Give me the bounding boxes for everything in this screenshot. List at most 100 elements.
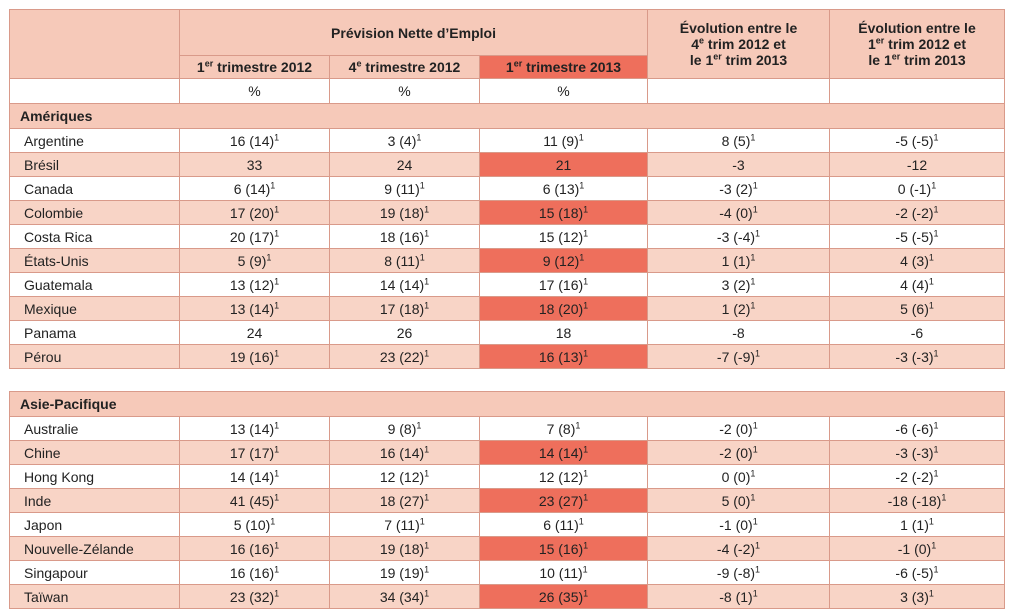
country-name: Pérou [9,344,180,369]
country-name: Canada [9,176,180,201]
footnote-marker: 1 [752,443,758,454]
footnote-marker: 1 [424,347,430,358]
footnote-marker: 1 [931,539,937,550]
cell-value: 6 (13) [542,180,580,197]
change-q4-2012-q1-2013: 1 (1)1 [647,248,830,273]
evo1-line3sup: er [713,51,722,62]
evo1-line1: Évolution entre le [679,20,798,36]
value-q1-2012: 24 [179,320,330,345]
change-q4-2012-q1-2013: -1 (0)1 [647,512,830,537]
cell-value: -6 (-6) [895,420,934,437]
footnote-marker: 1 [755,539,761,550]
cell-value: -5 (-5) [895,132,934,149]
footnote-marker: 1 [750,131,756,142]
country-name: Brésil [9,152,180,177]
evo1-line2b: trim 2012 et [704,36,786,52]
cell-value: 16 (16) [229,564,275,581]
value-q4-2012: 14 (14)1 [329,272,480,297]
value-q1-2013: 12 (12)1 [479,464,648,489]
change-q1-2012-q1-2013: -3 (-3)1 [829,344,1005,369]
change-q4-2012-q1-2013: -3 (2)1 [647,176,830,201]
section-header-row: Amériques [9,103,1005,129]
footnote-marker: 1 [750,491,756,502]
cell-value: 23 (22) [379,348,425,365]
value-q1-2012: 20 (17)1 [179,224,330,249]
value-q4-2012: 18 (16)1 [329,224,480,249]
cell-value: -3 (2) [719,180,753,197]
cell-value: 18 (20) [538,300,584,317]
country-name: Colombie [9,200,180,225]
value-q4-2012: 19 (18)1 [329,200,480,225]
cell-value: 5 (0) [721,492,751,509]
cell-value: 1 (2) [721,300,751,317]
footnote-marker: 1 [583,227,589,238]
cell-value: -5 (-5) [895,228,934,245]
footnote-marker: 1 [270,515,276,526]
country-name: Mexique [9,296,180,321]
evo2-line2a: 1 [867,36,876,52]
cell-value: 9 (11) [384,180,420,197]
change-q4-2012-q1-2013: -2 (0)1 [647,416,830,441]
value-q4-2012: 26 [329,320,480,345]
change-q1-2012-q1-2013: 3 (3)1 [829,584,1005,609]
value-q1-2012: 13 (12)1 [179,272,330,297]
cell-value: 13 (14) [229,300,275,317]
evo1-header: Évolution entre le 4e trim 2012 et le 1e… [647,9,830,79]
cell-value: 17 (18) [379,300,425,317]
table-row: Hong Kong 14 (14)1 12 (12)1 12 (12)1 0 (0)1-… [9,464,1005,489]
footnote-marker: 1 [755,347,761,358]
change-q4-2012-q1-2013: -2 (0)1 [647,440,830,465]
footnote-marker: 1 [752,419,758,430]
footnote-marker: 1 [755,563,761,574]
footnote-marker: 1 [752,515,758,526]
footnote-marker: 1 [274,563,280,574]
change-q1-2012-q1-2013: -6 (-5)1 [829,560,1005,585]
cell-value: 14 (14) [379,276,425,293]
cell-value: 3 (3) [900,588,929,605]
evo2-header: Évolution entre le 1er trim 2012 et le 1… [829,9,1005,79]
footnote-marker: 1 [578,515,584,526]
footnote-marker: 1 [933,227,939,238]
table-row: Nouvelle-Zélande 16 (16)1 19 (18)1 15 (16)1… [9,536,1005,561]
footnote-marker: 1 [583,587,589,598]
value-q1-2013: 7 (8)1 [479,416,648,441]
cell-value: -4 (0) [719,204,753,221]
value-q1-2012: 13 (14)1 [179,296,330,321]
unit-q1-2012: % [179,78,330,104]
cell-value: 6 (11) [543,516,579,533]
value-q4-2012: 9 (8)1 [329,416,480,441]
footnote-marker: 1 [424,299,430,310]
header-q1-2012: 1er trimestre 2012 [179,55,330,79]
value-q1-2012: 16 (16)1 [179,560,330,585]
footnote-marker: 1 [424,491,430,502]
footnote-marker: 1 [270,179,276,190]
cell-value: 10 (11) [539,564,583,581]
country-name: Australie [9,416,180,441]
value-q1-2012: 23 (32)1 [179,584,330,609]
evo2-line2b: trim 2012 et [884,36,967,52]
country-name: Inde [9,488,180,513]
cell-value: 19 (16) [229,348,275,365]
footnote-marker: 1 [933,131,939,142]
cell-value: -6 [910,324,924,341]
value-q1-2013: 23 (27)1 [479,488,648,513]
footnote-marker: 1 [933,203,939,214]
cell-value: 16 (14) [379,444,425,461]
footnote-marker: 1 [583,299,589,310]
cell-value: 24 [396,156,413,173]
value-q1-2012: 14 (14)1 [179,464,330,489]
footnote-marker: 1 [928,299,934,310]
evo2-line3b: trim 2013 [900,52,966,68]
change-q1-2012-q1-2013: 0 (-1)1 [829,176,1005,201]
footnote-marker: 1 [752,587,758,598]
cell-value: 15 (12) [538,228,584,245]
value-q1-2012: 16 (16)1 [179,536,330,561]
value-q1-2013: 18 (20)1 [479,296,648,321]
value-q4-2012: 7 (11)1 [329,512,480,537]
value-q1-2013: 15 (12)1 [479,224,648,249]
footnote-marker: 1 [274,299,280,310]
change-q4-2012-q1-2013: 1 (2)1 [647,296,830,321]
footnote-marker: 1 [274,443,280,454]
header-corner [9,9,180,79]
table-row: Inde 41 (45)1 18 (27)1 23 (27)1 5 (0)1 -18 (-… [9,488,1005,513]
